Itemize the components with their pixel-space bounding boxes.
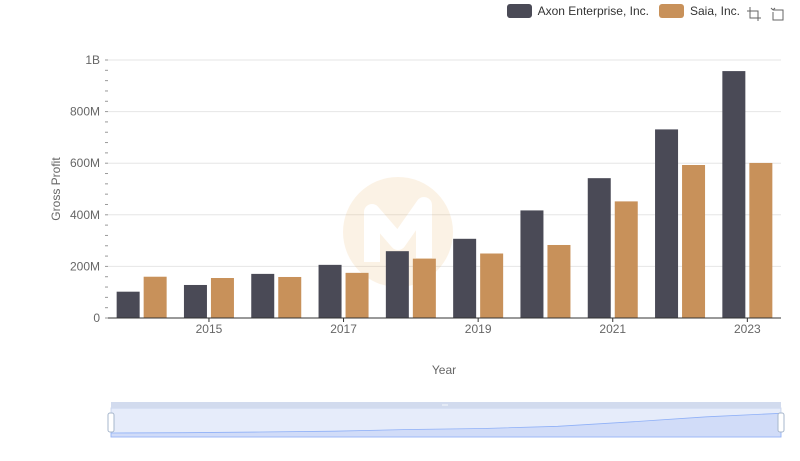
bar-saia-2015[interactable] (210, 278, 234, 318)
bar-saia-2020[interactable] (547, 244, 571, 318)
x-tick-label: 2019 (465, 322, 492, 336)
legend-item-axon[interactable]: Axon Enterprise, Inc. (506, 4, 649, 18)
y-axis-label: Gross Profit (49, 157, 63, 221)
data-zoom-left-handle[interactable] (107, 412, 115, 433)
y-tick-label: 800M (70, 105, 100, 119)
zoom-reset-icon[interactable] (770, 6, 786, 22)
x-tick-label: 2017 (330, 322, 357, 336)
bar-axon-2023[interactable] (722, 71, 746, 319)
data-zoom-right-handle[interactable] (777, 412, 785, 433)
bar-axon-2016[interactable] (251, 273, 275, 318)
bar-saia-2016[interactable] (278, 276, 302, 318)
x-tick-label: 2023 (734, 322, 761, 336)
y-tick-label: 0 (93, 311, 100, 325)
data-zoom-move-bar[interactable] (111, 402, 781, 408)
x-axis: 2015 2017 2019 2021 2023 (108, 317, 781, 336)
bar-saia-2017[interactable] (345, 272, 369, 318)
bar-saia-2023[interactable] (749, 162, 773, 318)
bar-axon-2022[interactable] (655, 129, 679, 318)
legend-item-saia[interactable]: Saia, Inc. (658, 4, 740, 18)
y-tick-label: 1B (85, 53, 100, 67)
bar-saia-2019[interactable] (480, 253, 504, 319)
bar-axon-2021[interactable] (587, 178, 611, 318)
bar-axon-2020[interactable] (520, 210, 544, 318)
y-tick-label: 600M (70, 156, 100, 170)
legend-label: Saia, Inc. (689, 4, 740, 18)
bar-axon-2018[interactable] (385, 251, 409, 318)
y-tick-label: 200M (70, 259, 100, 273)
y-tick-label: 400M (70, 208, 100, 222)
bar-axon-2014[interactable] (116, 291, 140, 318)
legend-label: Axon Enterprise, Inc. (537, 4, 649, 18)
legend-swatch (506, 4, 532, 18)
drag-handle-icon[interactable] (442, 404, 448, 406)
bar-axon-2017[interactable] (318, 264, 342, 318)
bars (116, 71, 773, 319)
bar-saia-2014[interactable] (143, 276, 167, 318)
bar-axon-2019[interactable] (453, 238, 477, 318)
x-axis-label: Year (432, 363, 456, 377)
toolbox (746, 6, 786, 22)
y-axis: 0 200M 400M 600M 800M 1B (70, 53, 108, 325)
bar-saia-2018[interactable] (412, 258, 436, 318)
zoom-icon[interactable] (746, 6, 762, 22)
legend: Axon Enterprise, Inc. Saia, Inc. (506, 4, 740, 18)
x-tick-label: 2015 (196, 322, 223, 336)
bar-axon-2015[interactable] (183, 284, 207, 318)
data-zoom-slider[interactable] (107, 402, 785, 438)
bar-saia-2021[interactable] (614, 201, 638, 318)
x-tick-label: 2021 (599, 322, 626, 336)
legend-swatch (658, 4, 684, 18)
bar-saia-2022[interactable] (682, 165, 706, 318)
